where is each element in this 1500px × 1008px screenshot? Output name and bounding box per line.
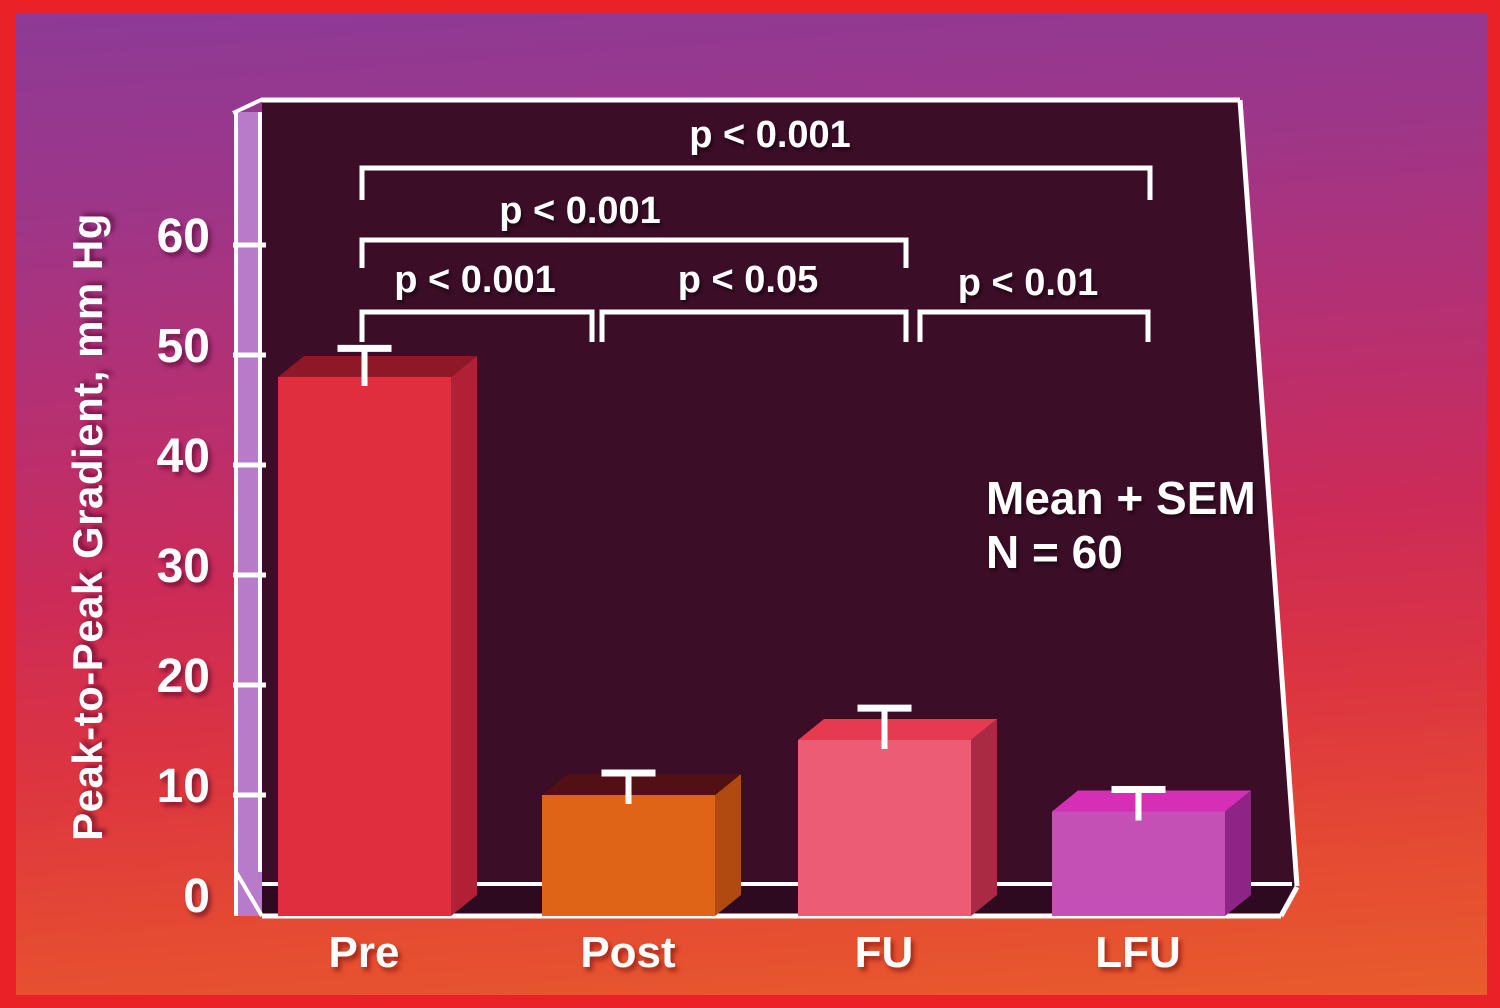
significance-bracket-pre-fu xyxy=(359,237,909,268)
bar-fu-side xyxy=(971,719,997,916)
bar-lfu-top xyxy=(1052,790,1251,812)
axis-wall-top-edge xyxy=(232,97,264,115)
bar-post-top xyxy=(542,774,741,795)
y-tick-label-10: 10 xyxy=(156,760,210,813)
p-value-label-fu-lfu: p < 0.01 xyxy=(957,262,1099,304)
bar-post-side xyxy=(715,774,741,916)
error-bar-note: Mean + SEM xyxy=(986,472,1256,524)
plot-border-right xyxy=(1237,99,1300,887)
bar-post-front xyxy=(542,795,715,916)
bar-lfu-side xyxy=(1225,790,1251,916)
y-tick-label-30: 30 xyxy=(156,540,210,593)
n-label: N = 60 xyxy=(986,526,1123,578)
y-tick-label-60: 60 xyxy=(156,210,210,263)
axis-wall-foot-edge xyxy=(234,870,264,918)
plot-area xyxy=(262,98,1297,916)
category-label-post: Post xyxy=(580,928,676,977)
p-value-label-pre-fu: p < 0.001 xyxy=(499,190,661,232)
y-tick-label-0: 0 xyxy=(183,870,210,923)
bar-pre-top xyxy=(278,356,477,377)
y-tick-label-20: 20 xyxy=(156,650,210,703)
floor-corner-edge xyxy=(1278,885,1300,918)
bar-lfu-front xyxy=(1052,811,1225,916)
category-label-fu: FU xyxy=(854,928,914,977)
category-label-pre: Pre xyxy=(328,928,400,977)
significance-bracket-pre-lfu xyxy=(359,165,1153,200)
significance-bracket-fu-lfu xyxy=(917,309,1151,342)
significance-bracket-pre-post xyxy=(359,309,595,342)
p-value-label-pre-post: p < 0.001 xyxy=(394,259,556,301)
bar-fu-front xyxy=(798,740,971,916)
bar-pre-side xyxy=(451,356,477,916)
y-tick-label-50: 50 xyxy=(156,320,210,373)
bar-fu-top xyxy=(798,719,997,740)
p-value-label-post-fu: p < 0.05 xyxy=(677,259,819,301)
significance-bracket-post-fu xyxy=(599,309,909,342)
category-label-lfu: LFU xyxy=(1095,928,1181,977)
p-value-label-pre-lfu: p < 0.001 xyxy=(689,114,851,156)
y-tick-label-40: 40 xyxy=(156,430,210,483)
plot-floor xyxy=(262,884,1292,916)
bar-pre-front xyxy=(278,377,451,916)
